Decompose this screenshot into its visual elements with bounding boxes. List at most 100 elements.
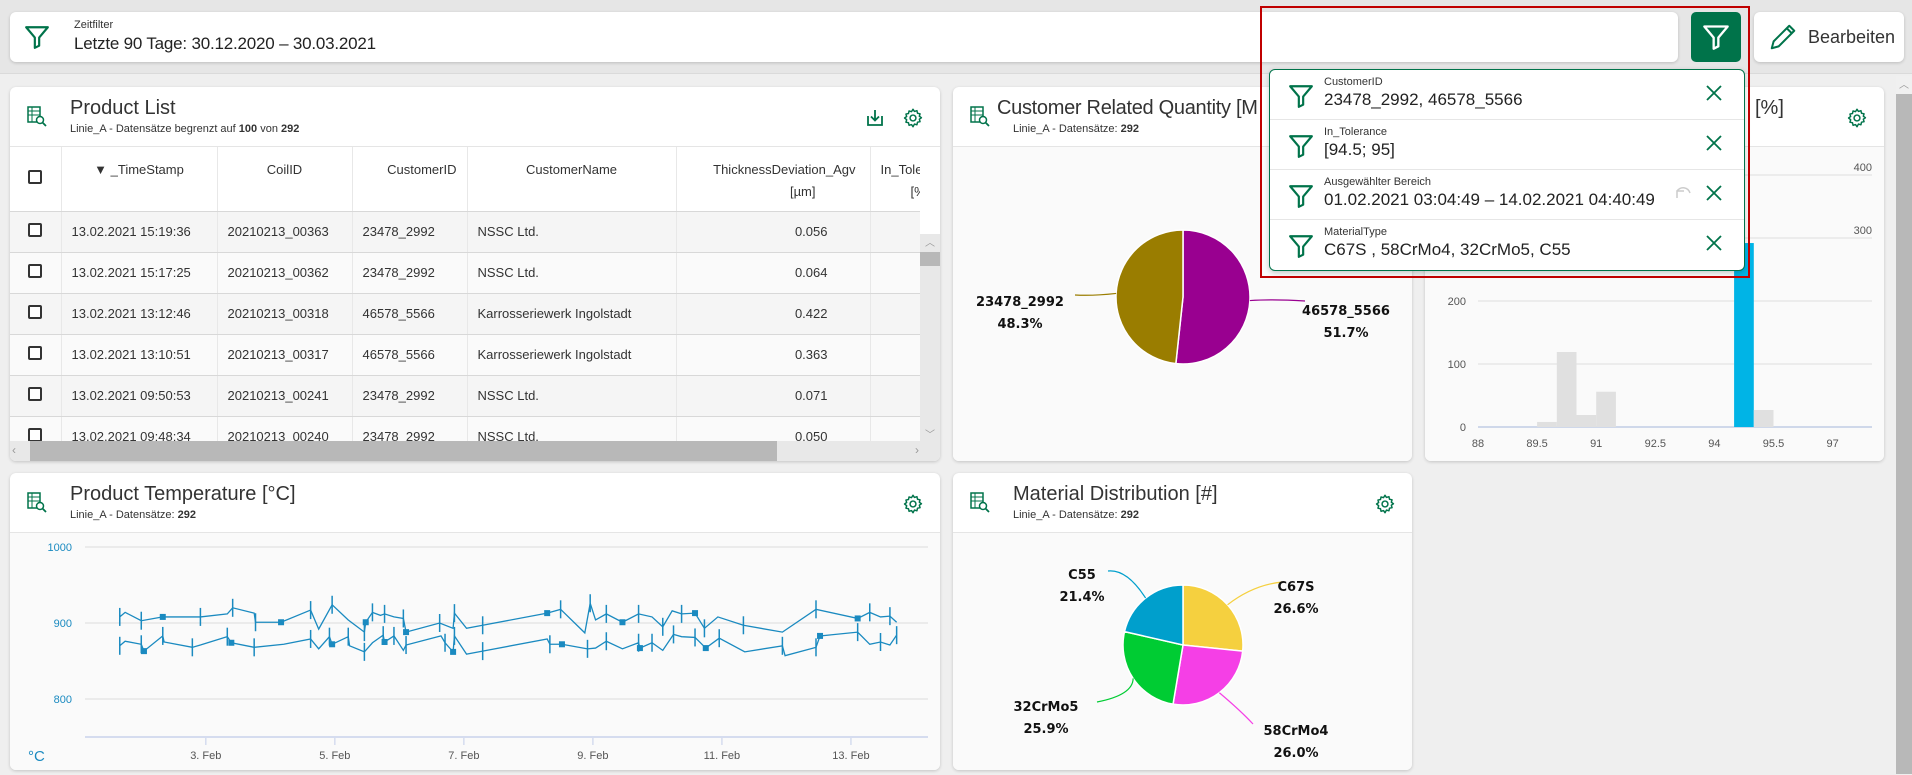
subtitle-text: von bbox=[257, 123, 281, 135]
row-checkbox[interactable] bbox=[28, 264, 43, 278]
table-cell: 20210213_00362 bbox=[217, 252, 353, 294]
table-row[interactable]: 13.02.2021 13:12:46 20210213_00318 46578_5… bbox=[10, 293, 920, 335]
table-cell bbox=[870, 252, 920, 294]
scroll-right-icon[interactable]: › bbox=[915, 443, 919, 457]
table-cell: 0.363 bbox=[676, 334, 871, 376]
slice-label: 58CrMo4 bbox=[1264, 724, 1329, 739]
panel-header: Product List Linie_A - Datensätze begren… bbox=[10, 87, 940, 147]
pie-slice[interactable] bbox=[1175, 229, 1251, 365]
gear-icon[interactable] bbox=[1846, 107, 1868, 129]
funnel-icon bbox=[1289, 85, 1313, 108]
data-point-marker bbox=[544, 610, 551, 617]
panel-title: Product List bbox=[70, 97, 176, 119]
scroll-up-icon[interactable]: ︿ bbox=[1899, 80, 1909, 91]
data-point-marker bbox=[362, 619, 369, 626]
row-checkbox[interactable] bbox=[28, 305, 43, 319]
row-checkbox[interactable] bbox=[28, 223, 43, 237]
column-header-thickness[interactable]: ThicknessDeviation_Agv [µm] bbox=[676, 147, 871, 212]
customer-pie-chart[interactable]: 46578_5566 51.7% 23478_2992 48.3% bbox=[953, 147, 1412, 461]
temperature-line-chart[interactable]: 800 900 1000 3. Feb 5. Feb 7. Feb 9. Feb 11. Fe… bbox=[10, 533, 940, 770]
table-cell bbox=[870, 416, 920, 441]
table-search-icon bbox=[970, 492, 990, 513]
row-checkbox[interactable] bbox=[28, 428, 43, 441]
funnel-icon bbox=[1289, 135, 1313, 158]
subtitle-text: Linie_A - Datensätze: bbox=[70, 509, 178, 521]
table-cell: Karrosseriewerk Ingolstadt bbox=[467, 334, 677, 376]
gear-icon[interactable] bbox=[902, 493, 924, 515]
record-total: 292 bbox=[281, 123, 300, 135]
scroll-left-icon[interactable]: ‹ bbox=[12, 443, 16, 457]
table-row[interactable]: 13.02.2021 09:50:53 20210213_00241 23478_2… bbox=[10, 375, 920, 417]
histogram-chart[interactable]: 0 100 200 300 400 88 89.5 91 92.5 94 95.5 97 bbox=[1425, 147, 1884, 461]
table-cell: 23478_2992 bbox=[352, 416, 468, 441]
pie-slice[interactable] bbox=[1182, 584, 1244, 652]
y-axis-unit: °C bbox=[28, 748, 45, 765]
column-header-timestamp[interactable]: ▼ _TimeStamp bbox=[61, 147, 218, 212]
panel-title: Material Distribution [#] bbox=[1013, 483, 1218, 505]
scrollbar-thumb[interactable] bbox=[1896, 94, 1912, 774]
record-limit: 100 bbox=[238, 123, 258, 135]
remove-filter-icon[interactable] bbox=[1704, 233, 1724, 253]
column-unit: [µm] bbox=[789, 184, 816, 199]
scroll-up-icon[interactable]: ︿ bbox=[925, 238, 935, 249]
table-row[interactable]: 13.02.2021 13:10:51 20210213_00317 46578_5… bbox=[10, 334, 920, 376]
slice-percent: 26.0% bbox=[1273, 746, 1318, 761]
data-point-marker bbox=[558, 641, 565, 648]
table-horizontal-scrollbar[interactable]: ‹ › bbox=[10, 441, 940, 461]
row-checkbox[interactable] bbox=[28, 387, 43, 401]
row-checkbox[interactable] bbox=[28, 346, 43, 360]
table-search-icon bbox=[27, 106, 47, 127]
remove-filter-icon[interactable] bbox=[1704, 83, 1724, 103]
record-total: 292 bbox=[1120, 509, 1139, 521]
histogram-bar[interactable] bbox=[1753, 409, 1774, 427]
pie-slice[interactable] bbox=[1123, 584, 1184, 646]
table-cell: 0.071 bbox=[676, 375, 871, 417]
gear-icon[interactable] bbox=[902, 107, 924, 129]
page-vertical-scrollbar[interactable]: ︿ bbox=[1896, 76, 1912, 774]
download-icon[interactable] bbox=[865, 108, 885, 128]
remove-filter-icon[interactable] bbox=[1704, 183, 1724, 203]
table-cell: 23478_2992 bbox=[352, 252, 468, 294]
leader-line bbox=[1107, 570, 1147, 599]
histogram-bar[interactable] bbox=[1576, 415, 1597, 427]
histogram-bar[interactable] bbox=[1734, 243, 1754, 427]
column-header-coilid[interactable]: CoilID bbox=[217, 147, 353, 212]
select-all-checkbox[interactable] bbox=[28, 170, 43, 184]
table-vertical-scrollbar[interactable]: ︿ ﹀ bbox=[920, 234, 940, 441]
edit-button[interactable]: Bearbeiten bbox=[1754, 12, 1904, 62]
slice-percent: 51.7% bbox=[1323, 326, 1368, 341]
scrollbar-thumb[interactable] bbox=[30, 441, 777, 461]
undo-icon[interactable] bbox=[1674, 185, 1692, 201]
scroll-down-icon[interactable]: ﹀ bbox=[925, 430, 935, 441]
x-tick-label: 94 bbox=[1708, 438, 1720, 450]
column-header-customerid[interactable]: CustomerID bbox=[352, 147, 468, 212]
y-tick-label: 400 bbox=[1854, 162, 1872, 174]
histogram-bar[interactable] bbox=[1556, 352, 1577, 427]
filter-button[interactable] bbox=[1691, 12, 1741, 62]
x-tick-label: 3. Feb bbox=[190, 750, 221, 762]
y-tick-label: 100 bbox=[1448, 359, 1466, 371]
data-point-marker bbox=[692, 610, 699, 617]
table-cell: 20210213_00317 bbox=[217, 334, 353, 376]
time-filter-bar[interactable]: Zeitfilter Letzte 90 Tage: 30.12.2020 – … bbox=[10, 12, 1678, 62]
remove-filter-icon[interactable] bbox=[1704, 133, 1724, 153]
table-row[interactable]: 13.02.2021 15:19:36 20210213_00363 23478_2… bbox=[10, 211, 920, 253]
panel-title: Product Temperature [°C] bbox=[70, 483, 296, 505]
table-cell: 20210213_00240 bbox=[217, 416, 353, 441]
histogram-bar[interactable] bbox=[1596, 391, 1616, 427]
table-row[interactable]: 13.02.2021 15:17:25 20210213_00362 23478_2… bbox=[10, 252, 920, 294]
data-point-marker bbox=[381, 639, 388, 645]
pie-slice[interactable] bbox=[1115, 229, 1184, 365]
table-header-row: ▼ _TimeStamp CoilID CustomerID CustomerN… bbox=[10, 147, 920, 212]
gear-icon[interactable] bbox=[1374, 493, 1396, 515]
histogram-bar[interactable] bbox=[1537, 421, 1557, 427]
table-row[interactable]: 13.02.2021 09:48:34 20210213_00240 23478_2… bbox=[10, 416, 920, 441]
pie-slice[interactable] bbox=[1172, 644, 1244, 706]
column-header-in-tolerance[interactable]: In_Tole [%] bbox=[870, 147, 920, 212]
column-header-customername[interactable]: CustomerName bbox=[467, 147, 677, 212]
material-pie-chart[interactable]: C67S 26.6% 58CrMo4 26.0% 32CrMo5 25.9% C55 21.4… bbox=[953, 533, 1412, 770]
row-select-cell bbox=[10, 252, 62, 294]
scrollbar-thumb[interactable] bbox=[920, 252, 940, 266]
funnel-icon bbox=[25, 26, 49, 49]
subtitle-text: Linie_A - Datensätze: bbox=[1013, 123, 1121, 135]
